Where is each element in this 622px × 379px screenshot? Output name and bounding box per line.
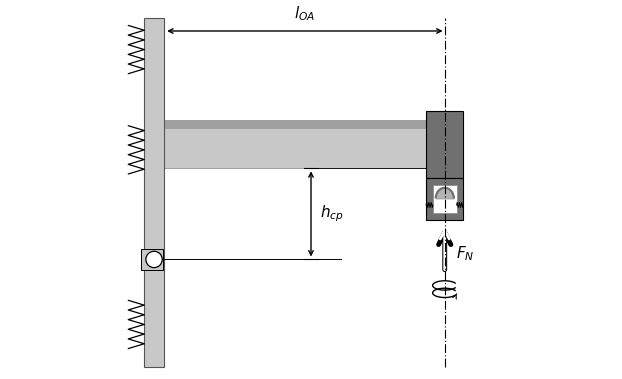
Bar — [162, 120, 432, 129]
Text: $h_{cp}$: $h_{cp}$ — [320, 204, 344, 224]
Bar — [162, 120, 432, 168]
Circle shape — [146, 251, 162, 268]
Bar — [426, 111, 463, 178]
Bar — [433, 185, 457, 213]
Text: $l_{OA}$: $l_{OA}$ — [294, 4, 315, 23]
Text: $F_N$: $F_N$ — [456, 244, 475, 263]
Bar — [141, 249, 163, 269]
Bar — [144, 18, 164, 367]
Bar — [426, 178, 463, 221]
